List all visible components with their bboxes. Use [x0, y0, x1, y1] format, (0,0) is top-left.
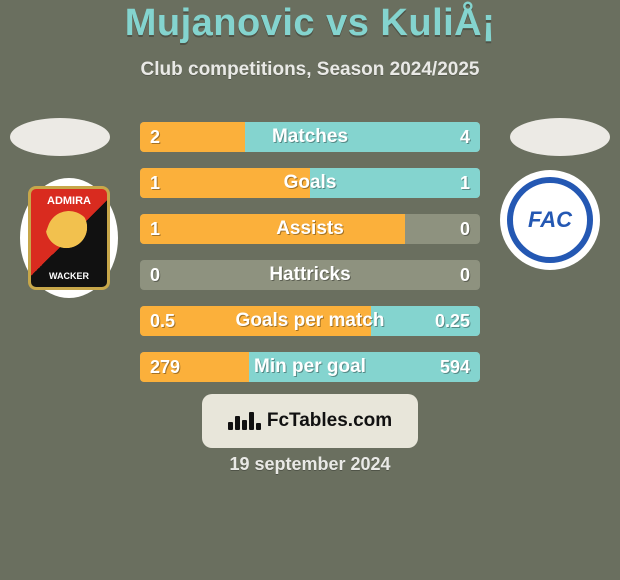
footer-date: 19 september 2024 [0, 454, 620, 475]
stat-label: Goals [140, 168, 480, 198]
comparison-infographic: Mujanovic vs KuliÅ¡ Club competitions, S… [0, 0, 620, 580]
bar-chart-icon [228, 412, 261, 430]
stat-bars: 24Matches 11Goals 10Assists 00Hattricks 0.50… [140, 122, 480, 398]
brand-text: FcTables.com [267, 410, 392, 432]
stat-label: Assists [140, 214, 480, 244]
stat-row: 11Goals [140, 168, 480, 198]
club-crest-right: FAC [500, 170, 600, 270]
brand-box: FcTables.com [202, 394, 418, 448]
page-subtitle: Club competitions, Season 2024/2025 [0, 59, 620, 81]
player-photo-right-placeholder [510, 118, 610, 156]
player-photo-left-placeholder [10, 118, 110, 156]
stat-row: 0.50.25Goals per match [140, 306, 480, 336]
crest-right-text: FAC [528, 207, 572, 233]
stat-label: Matches [140, 122, 480, 152]
club-crest-left: ADMIRA WACKER [20, 178, 118, 298]
crest-left-bottom-text: WACKER [49, 271, 89, 281]
stat-label: Min per goal [140, 352, 480, 382]
crest-right-outer: FAC [500, 170, 600, 270]
stat-label: Goals per match [140, 306, 480, 336]
page-title: Mujanovic vs KuliÅ¡ [0, 0, 620, 45]
crest-left-shield: ADMIRA WACKER [28, 186, 110, 290]
crest-left-outer: ADMIRA WACKER [20, 178, 118, 298]
crest-right-ring: FAC [507, 177, 593, 263]
crest-left-top-text: ADMIRA [47, 195, 91, 207]
griffin-icon [41, 205, 97, 261]
stat-row: 00Hattricks [140, 260, 480, 290]
stat-row: 24Matches [140, 122, 480, 152]
stat-label: Hattricks [140, 260, 480, 290]
stat-row: 279594Min per goal [140, 352, 480, 382]
stat-row: 10Assists [140, 214, 480, 244]
